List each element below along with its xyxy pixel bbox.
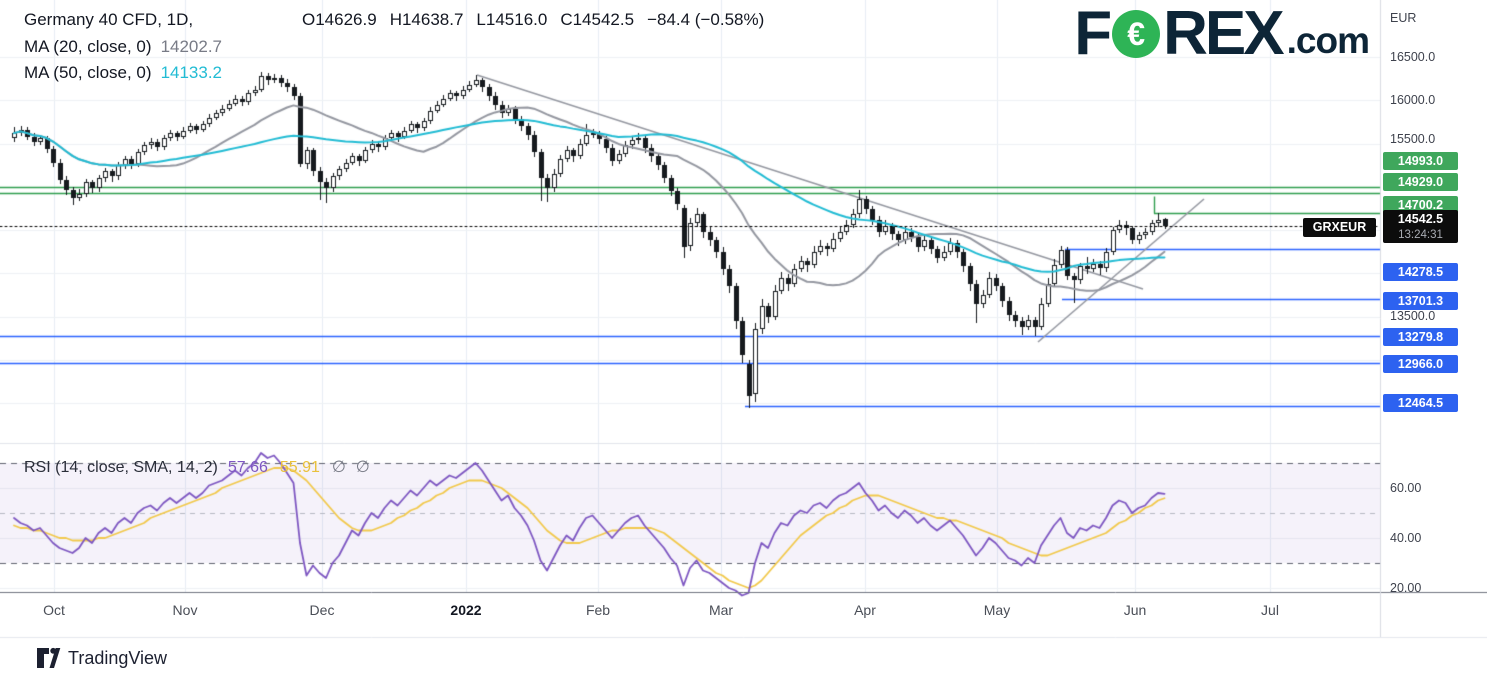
price-axis-label: 13500.0 (1390, 309, 1436, 323)
forex-logo-f: F (1074, 0, 1112, 68)
forex-com-logo: F € REX .com (1074, 0, 1370, 68)
time-axis-label: Mar (708, 602, 734, 618)
forex-logo-o-icon: € (1112, 10, 1161, 58)
ma50-label: MA (50, close, 0) (24, 63, 152, 82)
ohlc-legend: O14626.9 H14638.7 L14516.0 C14542.5 −84.4 (−… (302, 10, 777, 30)
current-price-value: 14542.5 (1397, 212, 1444, 226)
ma20-value: 14202.7 (160, 37, 223, 56)
price-level-badge: 12966.0 (1383, 355, 1458, 373)
price-level-badge: 14993.0 (1383, 152, 1458, 170)
time-axis-label: Oct (43, 602, 65, 618)
open-value: O14626.9 (302, 10, 377, 29)
forex-logo-rex: REX (1163, 0, 1284, 68)
close-value: C14542.5 (560, 10, 635, 29)
rsi-legend[interactable]: RSI (14, close, SMA, 14, 2) 57.66 55.91 ∅∅ (24, 457, 380, 477)
time-axis-label: Feb (585, 602, 611, 618)
time-axis-label: Jun (1123, 602, 1147, 618)
time-axis-label: Apr (854, 602, 876, 618)
countdown-timer: 13:24:31 (1398, 229, 1443, 241)
symbol-price-badge: GRXEUR (1303, 218, 1376, 237)
price-axis-label: 16500.0 (1390, 50, 1436, 64)
time-axis-label: Dec (309, 602, 335, 618)
symbol-legend[interactable]: Germany 40 CFD, 1D, (24, 10, 193, 30)
current-price-badge: 14542.5 13:24:31 (1383, 210, 1458, 243)
price-level-badge: 12464.5 (1383, 394, 1458, 412)
price-level-badge: 14700.2 (1383, 196, 1458, 214)
ma20-legend[interactable]: MA (20, close, 0) 14202.7 (24, 37, 222, 57)
time-axis-label: Jul (1261, 602, 1279, 618)
time-axis-label: 2022 (450, 602, 482, 618)
ma20-label: MA (20, close, 0) (24, 37, 152, 56)
tradingview-logo[interactable]: TradingView (36, 647, 167, 669)
low-value: L14516.0 (476, 10, 548, 29)
ma50-value: 14133.2 (160, 63, 223, 82)
price-level-badge: 13701.3 (1383, 292, 1458, 310)
price-axis-label: 15500.0 (1390, 132, 1436, 146)
axis-currency-label: EUR (1390, 11, 1417, 25)
price-level-badge: 13279.8 (1383, 328, 1458, 346)
high-value: H14638.7 (389, 10, 464, 29)
rsi-hidden-value-icon: ∅∅ (331, 459, 380, 476)
change-value: −84.4 (−0.58%) (647, 10, 765, 29)
time-axis-label: Nov (172, 602, 198, 618)
price-axis-label: 20.00 (1390, 581, 1422, 595)
forex-logo-dotcom: .com (1286, 20, 1370, 61)
symbol-title: Germany 40 CFD, 1D, (24, 10, 194, 29)
price-axis-label: 40.00 (1390, 531, 1422, 545)
price-axis-label: 16000.0 (1390, 93, 1436, 107)
price-axis-label: 60.00 (1390, 481, 1422, 495)
time-axis-label: May (983, 602, 1011, 618)
tradingview-text: TradingView (68, 647, 168, 668)
price-level-badge: 14278.5 (1383, 263, 1458, 281)
rsi-value: 57.66 (227, 459, 268, 476)
ma50-legend[interactable]: MA (50, close, 0) 14133.2 (24, 63, 222, 83)
rsi-title: RSI (14, close, SMA, 14, 2) (24, 459, 218, 476)
price-level-badge: 14929.0 (1383, 173, 1458, 191)
tradingview-glyph-icon (37, 647, 61, 668)
rsi-ma-value: 55.91 (279, 459, 320, 476)
